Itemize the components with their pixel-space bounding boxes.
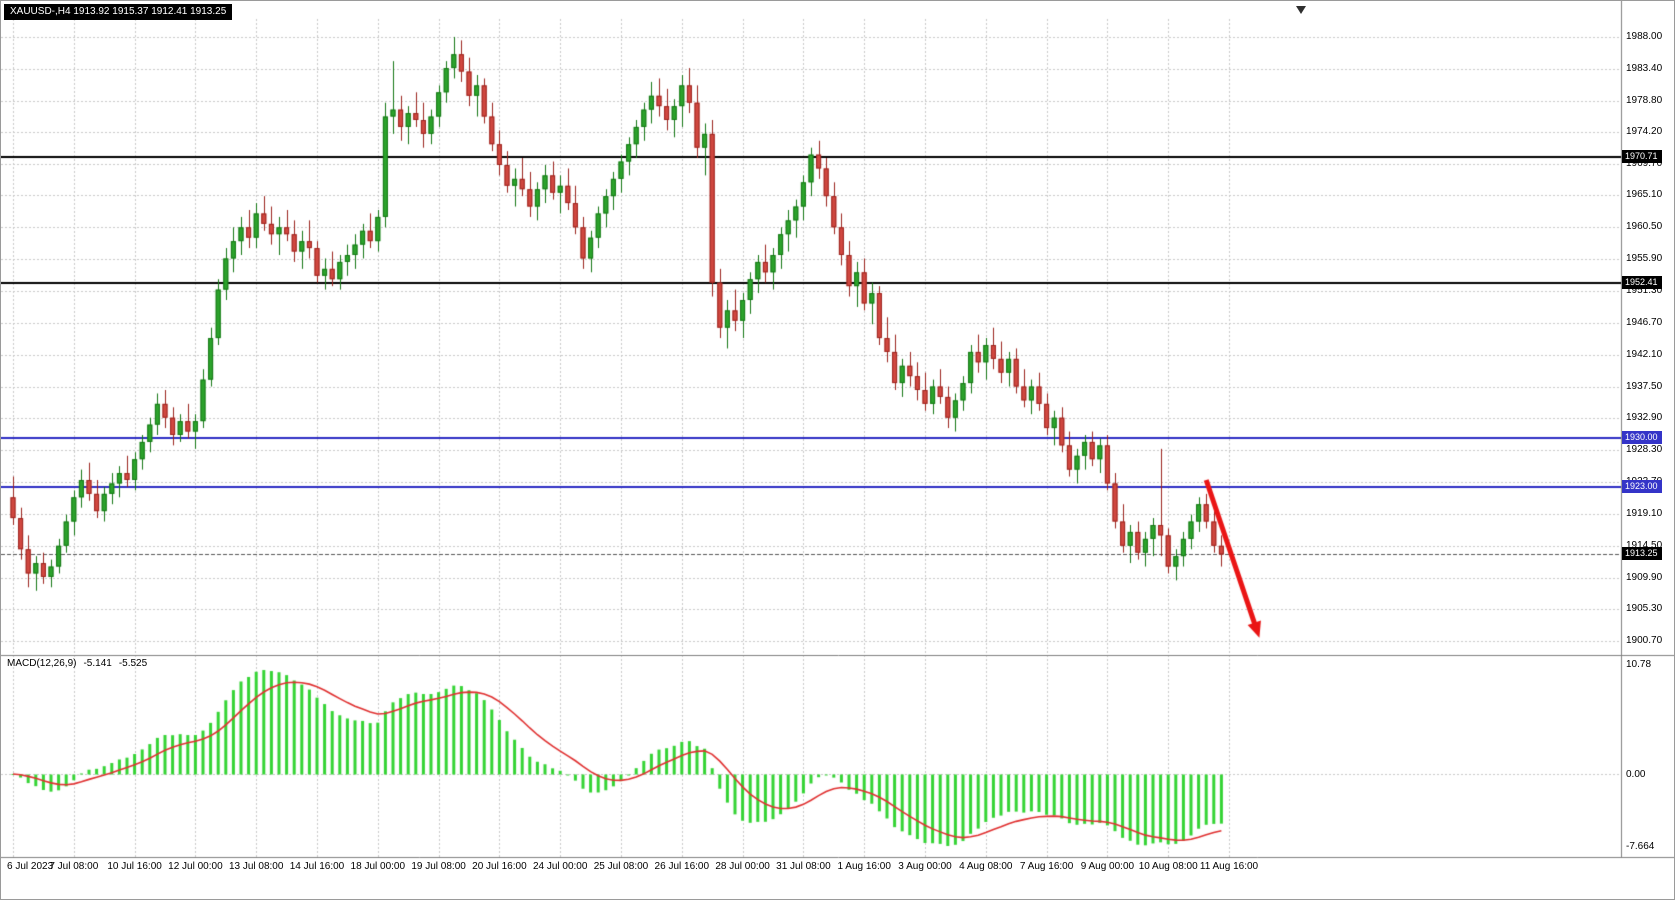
price-axis-label: 1909.90	[1626, 571, 1663, 583]
price-axis-label: 1965.10	[1626, 189, 1663, 201]
time-axis-label: 7 Jul 08:00	[49, 861, 99, 872]
time-axis-label: 6 Jul 2023	[7, 861, 54, 872]
macd-axis-label: 0.00	[1626, 768, 1646, 780]
price-axis-label: 1946.70	[1626, 316, 1663, 328]
time-axis-label: 24 Jul 00:00	[532, 861, 588, 872]
time-axis-label: 4 Aug 08:00	[959, 861, 1013, 872]
price-axis-label: 1960.50	[1626, 221, 1663, 233]
symbol-ohlc-text: XAUUSD-,H4 1913.92 1915.37 1912.41 1913.…	[10, 6, 227, 17]
time-axis-label: 31 Jul 08:00	[776, 861, 831, 872]
price-axis[interactable]: 1988.00 1983.40 1978.80 1974.20 1969.70 1965.…	[1621, 1, 1674, 857]
time-axis-label: 19 Jul 08:00	[411, 861, 466, 872]
price-level-badge: 1930.00	[1622, 431, 1662, 445]
symbol-info-label: XAUUSD-,H4 1913.92 1915.37 1912.41 1913.…	[4, 4, 233, 20]
price-axis-label: 1942.10	[1626, 348, 1663, 360]
price-axis-label: 1905.30	[1626, 603, 1663, 615]
price-axis-label: 1983.40	[1626, 62, 1663, 74]
price-axis-label: 1937.50	[1626, 380, 1663, 392]
price-axis-label: 1932.90	[1626, 412, 1663, 424]
price-axis-label: 1914.50	[1626, 539, 1663, 551]
price-axis-label: 1928.30	[1626, 444, 1663, 456]
time-axis-label: 7 Aug 16:00	[1019, 861, 1074, 872]
time-axis-label: 14 Jul 16:00	[289, 861, 345, 872]
price-axis-label: 1978.80	[1626, 94, 1663, 106]
macd-signal-value: -5.525	[118, 658, 148, 669]
time-axis-label: 3 Aug 00:00	[898, 861, 952, 872]
price-level-badge: 1923.00	[1622, 479, 1662, 493]
price-axis-label: 1951.30	[1626, 285, 1663, 296]
price-axis-label: 1955.90	[1626, 253, 1663, 265]
price-level-badge: 1913.25	[1622, 547, 1662, 561]
macd-axis-label: 10.78	[1626, 659, 1652, 670]
price-axis-label: 1919.10	[1626, 507, 1663, 519]
time-axis-label: 28 Jul 00:00	[715, 861, 770, 872]
time-axis-label: 12 Jul 00:00	[168, 861, 223, 872]
time-axis-label: 10 Aug 08:00	[1138, 861, 1198, 872]
time-axis-label: 10 Jul 16:00	[107, 861, 162, 872]
time-axis-label: 20 Jul 16:00	[472, 861, 527, 872]
time-axis-label: 18 Jul 00:00	[350, 861, 406, 872]
macd-main-value: -5.141	[83, 658, 112, 669]
price-axis-label: 1900.70	[1626, 635, 1663, 647]
time-axis[interactable]: 6 Jul 2023 7 Jul 08:00 10 Jul 16:00 12 Jul …	[1, 857, 1674, 881]
price-axis-label: 1988.00	[1626, 30, 1663, 42]
macd-indicator-label: MACD(12,26,9) -5.141 -5.525	[7, 658, 154, 670]
price-axis-label: 1974.20	[1626, 126, 1663, 138]
price-level-badge: 1970.71	[1622, 149, 1662, 163]
chart-shift-marker-icon[interactable]	[1296, 6, 1306, 14]
time-axis-label: 25 Jul 08:00	[593, 861, 649, 872]
time-axis-label: 9 Aug 00:00	[1080, 861, 1135, 872]
price-axis-label: 1969.70	[1626, 157, 1663, 169]
price-level-badge: 1952.41	[1622, 276, 1662, 290]
macd-axis-label: -7.664	[1626, 841, 1655, 852]
time-axis-label: 26 Jul 16:00	[654, 861, 710, 872]
time-axis-label: 1 Aug 16:00	[837, 861, 891, 872]
macd-name: MACD(12,26,9)	[7, 658, 77, 669]
time-axis-label: 11 Aug 16:00	[1199, 861, 1259, 872]
time-axis-label: 13 Jul 08:00	[228, 861, 284, 872]
